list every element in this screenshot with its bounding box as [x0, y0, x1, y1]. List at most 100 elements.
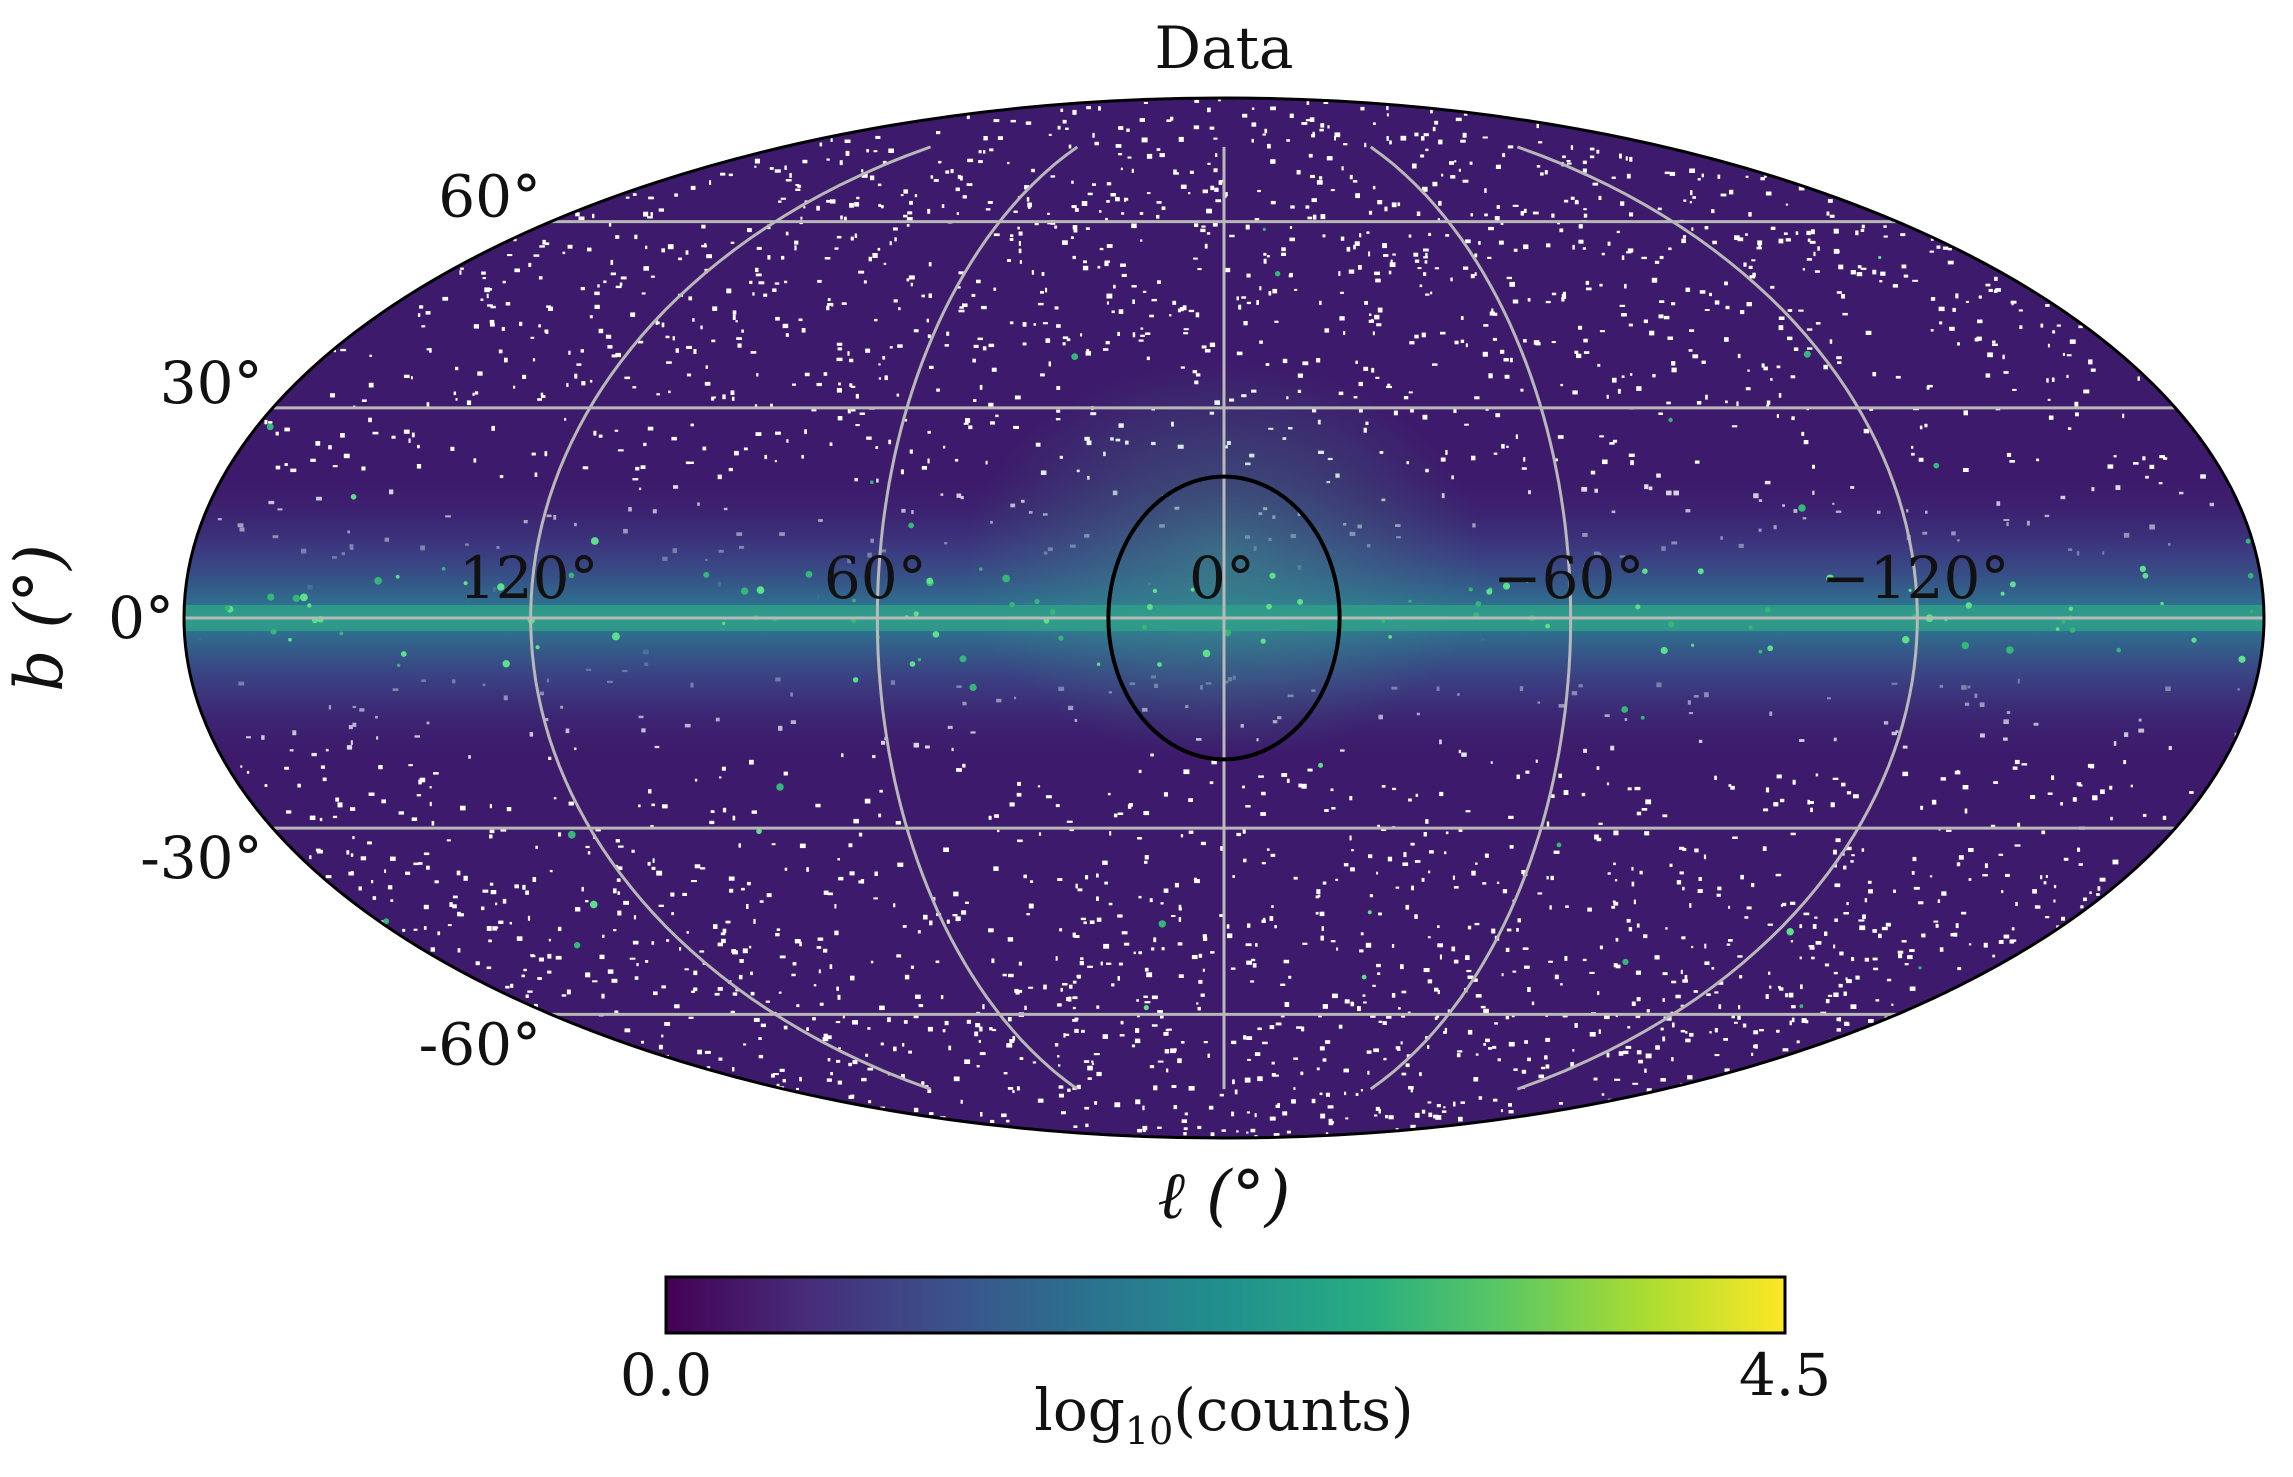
- empty-pixel: [1098, 106, 1101, 111]
- empty-pixel: [746, 904, 749, 909]
- empty-pixel: [547, 953, 552, 959]
- empty-pixel: [657, 321, 660, 325]
- empty-pixel: [1522, 947, 1529, 950]
- empty-pixel: [1864, 898, 1868, 903]
- empty-pixel: [633, 915, 637, 920]
- empty-pixel: [1138, 339, 1144, 342]
- point-source: [756, 828, 762, 835]
- empty-pixel: [973, 399, 977, 402]
- empty-pixel: [506, 807, 512, 812]
- empty-pixel: [578, 216, 585, 221]
- empty-pixel: [1413, 252, 1419, 257]
- point-source: [2061, 619, 2066, 624]
- empty-pixel: [1946, 829, 1952, 832]
- empty-pixel: [1058, 1064, 1061, 1067]
- empty-pixel: [1414, 914, 1418, 919]
- empty-pixel: [1801, 431, 1805, 436]
- empty-pixel: [2137, 376, 2140, 381]
- empty-pixel: [340, 348, 347, 352]
- empty-pixel: [1791, 1017, 1795, 1023]
- empty-pixel: [1178, 907, 1182, 911]
- lon-tick-label: −120°: [1821, 544, 2009, 612]
- point-source: [979, 567, 983, 571]
- point-source: [1503, 582, 1510, 590]
- empty-pixel: [532, 358, 536, 362]
- empty-pixel: [1326, 156, 1333, 161]
- empty-pixel: [549, 869, 553, 873]
- empty-pixel: [1273, 1133, 1280, 1138]
- empty-pixel: [840, 215, 843, 220]
- empty-pixel: [1737, 237, 1744, 242]
- empty-pixel: [1166, 119, 1172, 122]
- empty-pixel: [1338, 1024, 1343, 1029]
- empty-pixel: [1872, 372, 1877, 377]
- empty-pixel: [1408, 234, 1412, 238]
- empty-pixel: [1289, 237, 1295, 242]
- empty-pixel: [1570, 1062, 1575, 1067]
- empty-pixel: [1332, 993, 1338, 999]
- empty-pixel: [1400, 964, 1404, 970]
- empty-pixel: [953, 1076, 960, 1082]
- empty-pixel: [1505, 1016, 1510, 1020]
- empty-pixel: [1048, 133, 1052, 136]
- empty-pixel: [1092, 132, 1095, 138]
- empty-pixel: [1319, 300, 1322, 305]
- empty-pixel: [1766, 400, 1771, 405]
- empty-pixel: [1749, 275, 1756, 279]
- empty-pixel: [1180, 184, 1187, 189]
- empty-pixel: [1151, 995, 1158, 1000]
- empty-pixel: [1118, 962, 1123, 966]
- empty-pixel: [732, 992, 738, 996]
- empty-pixel: [1628, 323, 1633, 327]
- empty-pixel: [883, 262, 887, 265]
- empty-pixel: [2047, 792, 2053, 795]
- empty-pixel: [878, 813, 882, 818]
- empty-pixel: [1621, 313, 1627, 317]
- empty-pixel: [1386, 113, 1389, 117]
- empty-pixel: [907, 211, 913, 215]
- colorbar-max-label: 4.5: [1739, 1341, 1831, 1409]
- empty-pixel: [1958, 855, 1964, 860]
- empty-pixel: [1936, 245, 1941, 249]
- empty-pixel: [750, 351, 757, 354]
- empty-pixel: [319, 817, 323, 822]
- empty-pixel: [1328, 1118, 1333, 1122]
- empty-pixel: [1564, 199, 1569, 203]
- empty-pixel: [607, 969, 614, 974]
- empty-pixel: [1491, 308, 1494, 313]
- point-source: [1660, 646, 1668, 655]
- empty-pixel: [856, 196, 860, 200]
- point-source: [1799, 1004, 1804, 1009]
- empty-pixel: [653, 991, 658, 996]
- empty-pixel: [1316, 358, 1321, 363]
- empty-pixel: [2010, 939, 2017, 942]
- empty-pixel: [2010, 300, 2017, 304]
- empty-pixel: [498, 920, 504, 924]
- empty-pixel: [1427, 1101, 1432, 1104]
- empty-pixel: [1482, 351, 1488, 357]
- empty-pixel: [1984, 863, 1988, 869]
- empty-pixel: [1706, 993, 1711, 996]
- empty-pixel: [782, 323, 789, 329]
- empty-pixel: [1293, 876, 1298, 880]
- empty-pixel: [1089, 920, 1095, 924]
- point-source: [270, 628, 277, 635]
- empty-pixel: [1841, 782, 1846, 787]
- empty-pixel: [2005, 873, 2010, 877]
- point-source: [1767, 645, 1774, 652]
- point-source: [722, 621, 726, 626]
- empty-pixel: [350, 807, 356, 811]
- empty-pixel: [1293, 1087, 1296, 1090]
- empty-pixel: [938, 160, 942, 164]
- point-source: [1642, 568, 1648, 574]
- empty-pixel: [585, 900, 589, 903]
- empty-pixel: [411, 432, 415, 438]
- empty-pixel: [1586, 287, 1592, 291]
- empty-pixel: [2142, 456, 2146, 461]
- point-source: [288, 637, 292, 642]
- empty-pixel: [1724, 1068, 1730, 1072]
- empty-pixel: [717, 987, 723, 991]
- empty-pixel: [580, 349, 584, 353]
- empty-pixel: [1636, 923, 1640, 928]
- empty-pixel: [1551, 292, 1557, 296]
